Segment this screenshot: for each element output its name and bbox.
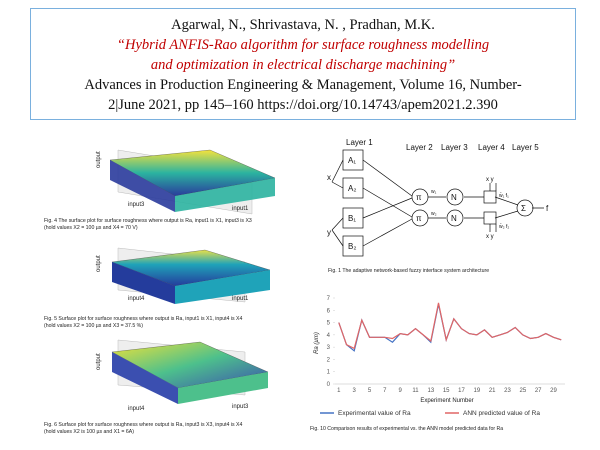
layer-label: Layer 1 [346,138,373,147]
y-tick-label: 6 [327,308,331,314]
y-tick-label: 4 [327,333,331,339]
x-tick-label: 21 [489,388,496,394]
axis-label: input1 [232,296,249,302]
layer-label: Layer 3 [441,143,468,152]
caption: (hold values X2 is 100 µs and X1 = 6A) [44,429,134,435]
axis-label: input3 [232,404,249,410]
x-tick-label: 29 [550,388,557,394]
y-tick-label: 7 [327,296,331,302]
legend-label: ANN predicted value of Ra [463,410,540,417]
input-label: x y [486,177,494,183]
y-tick-label: 0 [327,382,331,388]
x-tick-label: 17 [458,388,465,394]
y-axis-label: Ra (µm) [314,332,320,354]
connector [331,159,544,247]
node-label: A₁ [348,156,356,165]
axis-label: input1 [232,206,249,212]
x-tick-label: 3 [352,388,356,394]
weight-label: w̄₁ f₁ [499,192,509,199]
axis-label: output [96,255,102,272]
x-tick-label: 25 [519,388,526,394]
caption: Fig. 10 Comparison results of experiment… [310,426,503,432]
layer-label: Layer 2 [406,143,433,152]
node-label: B₁ [348,214,356,223]
legend-label: Experimental value of Ra [338,410,411,417]
caption: Fig. 5 Surface plot for surface roughnes… [44,316,243,322]
y-tick-label: 3 [327,345,331,351]
caption: Fig. 4 The surface plot for surface roug… [44,218,252,224]
layer-label: Layer 4 [478,143,505,152]
journal-line: 2|June 2021, pp 145–160 https://doi.org/… [108,97,498,113]
caption: (hold values X2 = 100 µs and X3 = 37.5 %… [44,323,143,329]
caption: Fig. 6 Surface plot for surface roughnes… [44,422,243,428]
node-label: A₂ [348,184,356,193]
x-tick-label: 19 [473,388,480,394]
diagram-labels: Layer 1 Layer 2 Layer 3 Layer 4 Layer 5 … [327,138,549,274]
input-label: y [327,228,331,237]
node-label: Σ [521,204,526,213]
paper-title-line: and optimization in electrical discharge… [150,57,456,73]
x-tick-label: 1 [337,388,341,394]
data-line [338,302,562,350]
axis-label: output [96,353,102,370]
x-tick-label: 23 [504,388,511,394]
x-tick-label: 9 [398,388,402,394]
x-tick-label: 7 [383,388,387,394]
surface-plot: output input3 input1 Fig. 4 The surface … [44,149,276,231]
authors: Agarwal, N., Shrivastava, N. , Pradhan, … [171,17,435,33]
caption: (hold values X2 = 100 µs and X4 = 70 V) [44,225,138,231]
surface-plot: output input4 input1 Fig. 5 Surface plot… [44,247,271,329]
y-tick-label: 2 [327,357,331,363]
citation-box: Agarwal, N., Shrivastava, N. , Pradhan, … [30,8,576,120]
axis-label: output [96,151,102,168]
axis-label: input3 [128,202,145,208]
x-tick-label: 13 [427,388,434,394]
anfis-diagram [331,149,544,257]
x-tick-label: 27 [535,388,542,394]
caption: Fig. 1 The adaptive network-based fuzzy … [328,268,489,274]
journal-line: Advances in Production Engineering & Man… [84,77,522,93]
input-label: x y [486,234,494,240]
weight-label: w̄₂ f₂ [499,223,509,230]
node-label: N [451,214,457,223]
axis-label: input4 [128,296,145,302]
input-label: x [327,173,331,182]
y-tick-label: 5 [327,321,331,327]
x-tick-label: 15 [443,388,450,394]
weight-label: w₁ [431,189,437,195]
x-tick-label: 5 [368,388,372,394]
paper-title-line: “Hybrid ANFIS-Rao algorithm for surface … [116,37,490,53]
node-label: N [451,193,457,202]
data-line [338,303,562,352]
output-label: f [546,204,549,213]
node-label: π [416,193,422,202]
node-label: B₂ [348,242,356,251]
y-tick-label: 1 [327,370,331,376]
x-axis-label: Experiment Number [420,398,473,404]
weight-label: w₂ [431,211,437,217]
layer-label: Layer 5 [512,143,539,152]
axis-label: input4 [128,406,145,412]
x-tick-label: 11 [412,388,419,394]
node-label: π [416,214,422,223]
surface-plot: output input4 input3 Fig. 6 Surface plot… [44,339,269,435]
